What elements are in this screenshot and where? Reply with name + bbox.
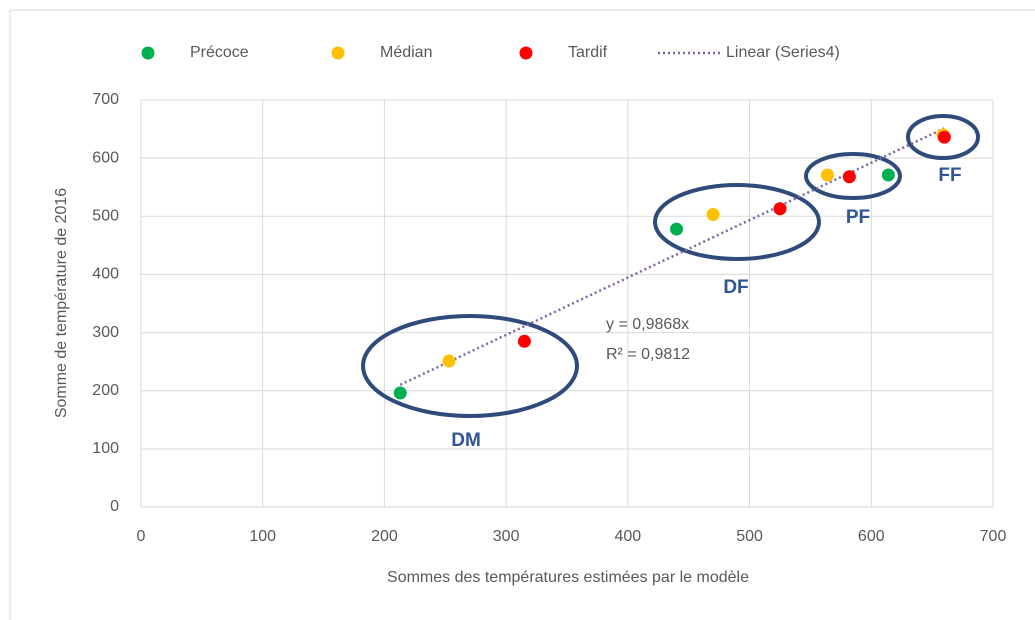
annotation: FF [938, 165, 961, 186]
y-tick-label: 400 [92, 266, 119, 283]
annotation: DF [723, 277, 748, 298]
point [706, 208, 720, 222]
legend-label: Médian [380, 44, 432, 61]
x-tick-label: 200 [371, 528, 398, 545]
x-tick-label: 700 [980, 528, 1007, 545]
equation: R² = 0,9812 [606, 346, 690, 363]
annotation: PF [846, 207, 870, 228]
x-tick-label: 600 [858, 528, 885, 545]
y-tick-label: 700 [92, 91, 119, 108]
equation: y = 0,9868x [606, 316, 689, 333]
point [442, 354, 456, 368]
ellipse [653, 183, 821, 261]
y-tick-label: 300 [92, 324, 119, 341]
y-tick-label: 0 [110, 498, 119, 515]
ellipse [906, 114, 980, 160]
x-tick-label: 400 [615, 528, 642, 545]
trendline [399, 127, 945, 386]
y-tick-label: 200 [92, 382, 119, 399]
legend-label: Linear (Series4) [726, 44, 840, 61]
legend-marker [331, 46, 345, 60]
point [842, 170, 856, 184]
point [937, 130, 951, 144]
legend-label: Précoce [190, 44, 249, 61]
point [670, 222, 684, 236]
y-tick-label: 100 [92, 440, 119, 457]
x-tick-label: 100 [249, 528, 276, 545]
point [393, 386, 407, 400]
ellipse [804, 152, 902, 200]
x-tick-label: 300 [493, 528, 520, 545]
legend-marker [141, 46, 155, 60]
point [881, 168, 895, 182]
annotation: DM [451, 430, 481, 451]
group-ellipses [361, 114, 980, 418]
plot: 0 100 200 300 400 500 600 700 0 100 200 300 400 500 60… [92, 91, 1006, 545]
y-axis-title: Somme de température de 2016 [53, 188, 70, 418]
ellipse [361, 314, 579, 418]
point [773, 202, 787, 216]
x-tick-label: 0 [137, 528, 146, 545]
y-tick-label: 500 [92, 208, 119, 225]
legend-marker [519, 46, 533, 60]
x-tick-label: 500 [736, 528, 763, 545]
x-axis-title: Sommes des températures estimées par le … [387, 569, 749, 586]
y-tick-label: 600 [92, 149, 119, 166]
point [517, 334, 531, 348]
point [820, 168, 834, 182]
legend-label: Tardif [568, 44, 608, 61]
